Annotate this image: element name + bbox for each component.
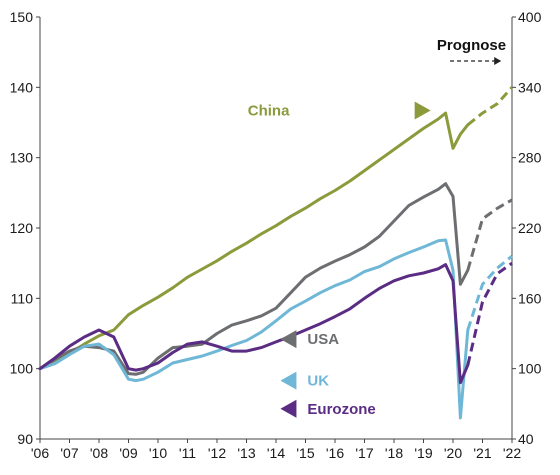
x-tick-label: '12	[208, 445, 226, 461]
x-tick-label: '16	[326, 445, 344, 461]
annotation-china-arrow-icon	[414, 101, 431, 120]
y-right-tick-label: 40	[518, 431, 534, 447]
forecast-line-eurozone	[466, 261, 513, 366]
y-right-tick-label: 160	[518, 290, 542, 306]
annotations: Prognose China USA UK Eurozone	[248, 37, 506, 418]
x-tick-label: '18	[385, 445, 403, 461]
y-right-tick-label: 400	[518, 9, 542, 25]
series-line-eurozone	[38, 263, 470, 385]
y-left-tick-label: 140	[10, 79, 34, 95]
series-line-china	[38, 111, 470, 371]
x-tick-label: '19	[414, 445, 432, 461]
y-left-tick-label: 90	[17, 431, 33, 447]
forecast-arrow-head-icon	[494, 57, 502, 65]
forecast-line-china	[466, 86, 514, 126]
y-left-tick-label: 100	[10, 361, 34, 377]
annotation-uk: UK	[307, 373, 329, 390]
annotation-eurozone-arrow-icon	[280, 399, 297, 418]
forecast-line-usa	[466, 198, 513, 271]
x-tick-label: '10	[149, 445, 167, 461]
forecast-label: Prognose	[437, 37, 506, 54]
annotation-usa-arrow-icon	[280, 330, 297, 349]
series-lines	[38, 86, 514, 420]
tick-labels: 90 100 110 120 130 140 150 40 100 160 220 280 340 400…	[10, 9, 542, 461]
y-right-tick-label: 100	[518, 361, 542, 377]
x-tick-label: '17	[355, 445, 373, 461]
series-line-uk	[38, 238, 470, 420]
annotation-eurozone: Eurozone	[307, 401, 375, 418]
annotation-usa: USA	[307, 331, 339, 348]
series-line-usa	[38, 182, 470, 376]
x-tick-label: '22	[503, 445, 521, 461]
x-tick-label: '13	[237, 445, 255, 461]
y-left-tick-label: 150	[10, 9, 34, 25]
x-tick-label: '15	[296, 445, 314, 461]
axes	[36, 16, 516, 443]
y-left-tick-label: 120	[10, 220, 34, 236]
y-right-tick-label: 340	[518, 79, 542, 95]
x-tick-label: '14	[267, 445, 285, 461]
y-right-tick-label: 280	[518, 150, 542, 166]
y-left-tick-label: 110	[11, 290, 34, 306]
forecast-line-uk	[466, 254, 513, 331]
x-tick-label: '06	[31, 445, 49, 461]
y-right-tick-label: 220	[518, 220, 542, 236]
x-tick-label: '07	[60, 445, 78, 461]
x-tick-label: '21	[473, 445, 491, 461]
y-left-tick-label: 130	[10, 150, 34, 166]
x-tick-label: '08	[90, 445, 108, 461]
x-tick-label: '11	[179, 445, 196, 461]
x-tick-label: '20	[444, 445, 462, 461]
x-tick-label: '09	[119, 445, 137, 461]
annotation-uk-arrow-icon	[280, 371, 297, 390]
annotation-china: China	[248, 102, 290, 119]
